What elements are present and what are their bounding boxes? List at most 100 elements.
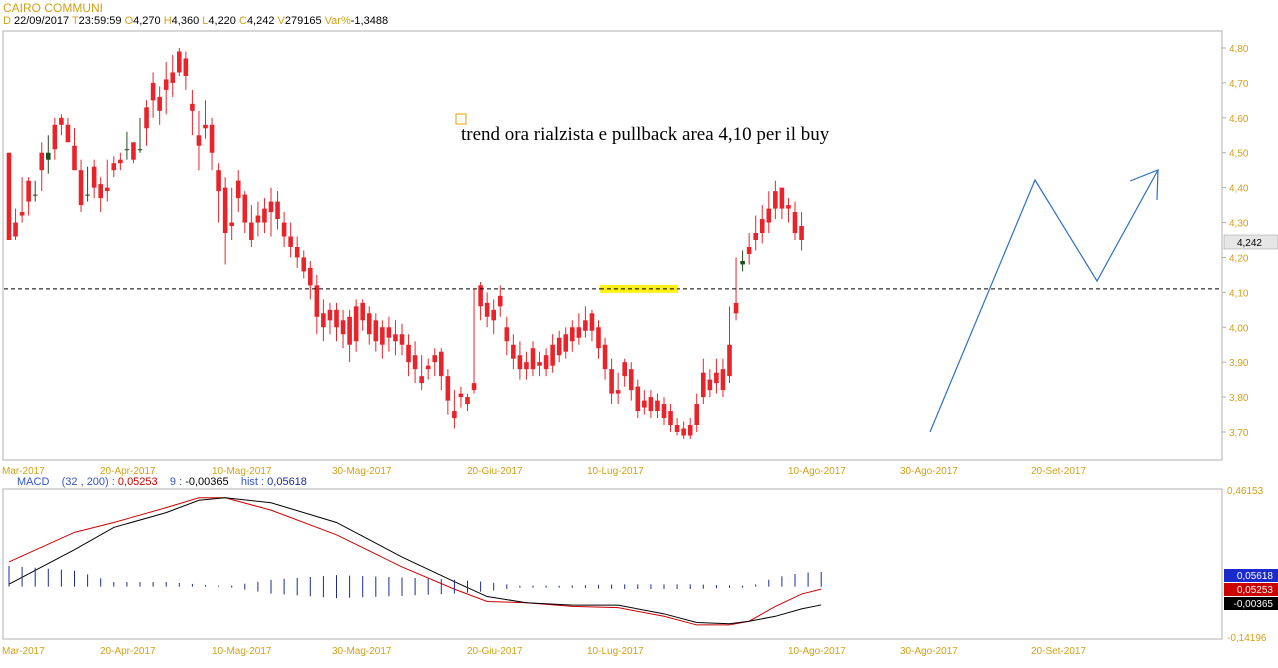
candle-body: [563, 334, 569, 352]
candle-body: [465, 397, 470, 405]
candle-body: [137, 149, 143, 151]
date-tick-label: 30-Mag-2017: [332, 466, 392, 477]
quote-open: 4,270: [133, 15, 161, 27]
date-key: D: [3, 15, 11, 27]
candle-body: [635, 386, 641, 412]
candle-body: [39, 152, 45, 171]
candle-body: [196, 135, 202, 146]
candle-body: [91, 166, 97, 188]
annotation-marker[interactable]: [455, 113, 467, 125]
date-tick-label: 30-Ago-2017: [900, 466, 958, 477]
date-axis-bottom: Mar-2017 20-Apr-2017 10-Mag-2017 30-Mag-201…: [2, 646, 1086, 657]
candle-body: [321, 313, 326, 328]
candle-body: [556, 337, 562, 356]
macd-badge: [1224, 583, 1278, 596]
hist-badge: [1224, 569, 1278, 582]
macd-axis-top: 0,46153: [1227, 486, 1264, 497]
candle-body: [766, 208, 772, 223]
trend-arrow: [929, 169, 1159, 433]
candle-body: [524, 362, 529, 370]
candle-body: [674, 425, 680, 432]
hist-badge-text: 0,05618: [1237, 571, 1274, 582]
macd-params: (32 , 200) :: [61, 476, 115, 488]
candle-body: [294, 246, 300, 258]
candle-body: [157, 96, 162, 111]
candle-body: [733, 302, 739, 314]
annotation-text[interactable]: trend ora rialzista e pullback area 4,10…: [461, 124, 830, 145]
quote-close: 4,242: [246, 15, 275, 27]
macd-badge-text: 0,05253: [1237, 585, 1274, 596]
candle-body: [445, 376, 451, 401]
signal-value: -0,00365: [185, 476, 229, 488]
candle-body: [177, 51, 182, 73]
candle-body: [170, 72, 176, 83]
candle-body: [707, 379, 713, 391]
date-tick-label: 30-Ago-2017: [900, 646, 958, 657]
candle-body: [334, 309, 339, 328]
candle-body: [209, 124, 215, 153]
date-tick-label: 20-Apr-2017: [100, 466, 156, 477]
candle-body: [288, 236, 293, 247]
low-key: L: [202, 15, 209, 27]
candle-body: [628, 369, 634, 391]
candle-body: [268, 201, 274, 213]
candle-body: [340, 320, 346, 335]
candle-body: [484, 302, 490, 317]
price-tick-label: 4,60: [1229, 114, 1249, 125]
candle-body: [661, 404, 667, 419]
candle-body: [412, 355, 418, 370]
candle-body: [615, 390, 621, 394]
price-tick-label: 4,10: [1229, 288, 1249, 299]
volume-key: V: [277, 15, 285, 27]
candle-body: [432, 355, 438, 363]
price-tick-label: 3,80: [1229, 393, 1249, 404]
candle-body: [589, 313, 595, 331]
candle-body: [150, 82, 156, 101]
signal-badge-text: -0,00365: [1234, 599, 1274, 610]
candle-body: [72, 145, 77, 171]
quote-volume: 279165: [284, 15, 322, 27]
signal-badge: [1224, 597, 1278, 610]
price-tick-label: 4,00: [1229, 323, 1249, 334]
candle-body: [471, 383, 477, 391]
candle-body: [773, 191, 778, 209]
candle-body: [65, 124, 71, 143]
candle-body: [504, 327, 510, 342]
candle-body: [203, 124, 208, 129]
candle-body: [262, 208, 267, 223]
candle-body: [235, 180, 241, 199]
macd-layer: [8, 497, 822, 626]
candle-body: [360, 302, 365, 321]
candle-body: [314, 285, 320, 317]
candle-body: [373, 320, 379, 342]
candle-body: [759, 219, 765, 234]
candle-body: [85, 194, 90, 196]
candle-body: [183, 58, 189, 76]
candle-body: [714, 372, 719, 384]
candle-body: [6, 152, 12, 240]
candle-body: [478, 285, 483, 307]
candle-body: [602, 344, 608, 370]
quote-line: D 22/09/2017 T23:59:59 O4,270 H4,360 L4,…: [3, 15, 388, 27]
candle-body: [701, 372, 706, 398]
candle-body: [779, 187, 785, 209]
chart-title: CAIRO COMMUNI: [3, 1, 103, 15]
candle-body: [393, 334, 398, 342]
price-axis: 3,70 3,80 3,90 4,00 4,10 4,20 4,30 4,40 4,50 4,60…: [1222, 44, 1249, 439]
date-tick-label: 10-Mag-2017: [212, 646, 272, 657]
candles-layer: [4, 48, 1221, 439]
candle-body: [517, 355, 523, 370]
candle-body: [275, 201, 280, 220]
candle-body: [308, 267, 313, 286]
candle-body: [491, 309, 496, 321]
candle-body: [242, 194, 248, 223]
date-tick-label: Mar-2017: [2, 646, 45, 657]
candle-body: [425, 365, 431, 370]
candle-body: [301, 257, 307, 272]
candle-body: [792, 212, 798, 234]
candle-body: [32, 194, 38, 196]
candle-body: [386, 327, 392, 338]
candle-body: [727, 344, 732, 377]
date-axis-top: Mar-2017 20-Apr-2017 10-Mag-2017 30-Mag-201…: [2, 466, 1086, 477]
